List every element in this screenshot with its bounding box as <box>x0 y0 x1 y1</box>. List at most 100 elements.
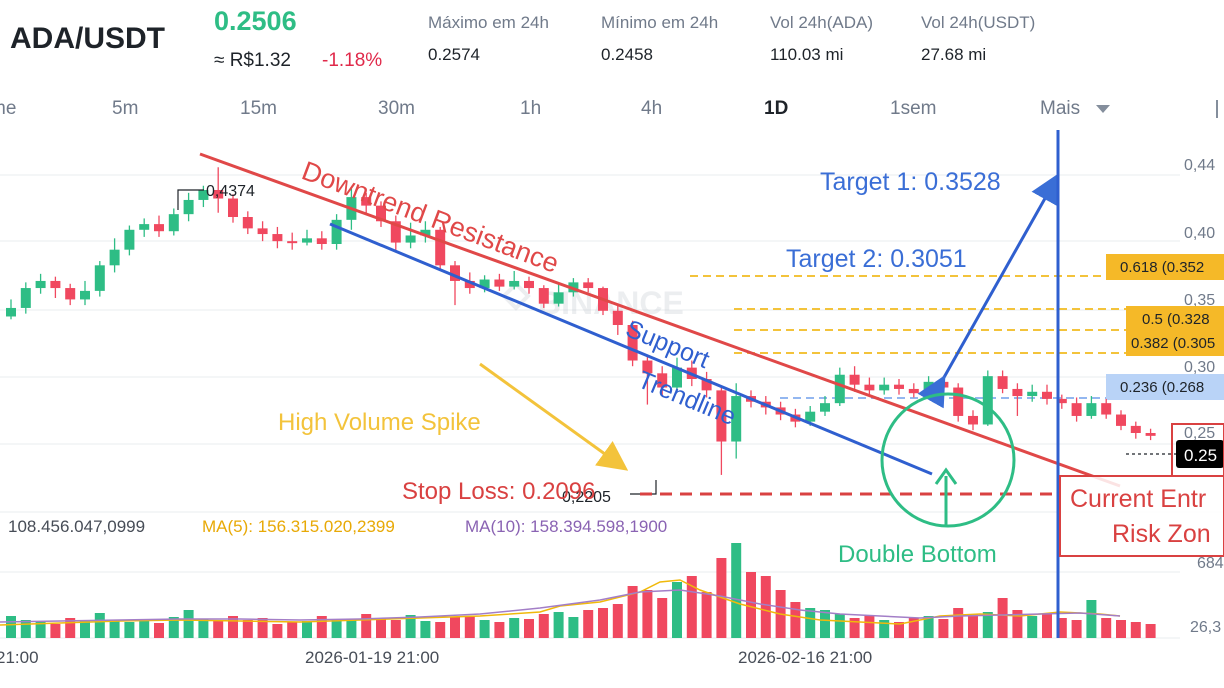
volume-bar[interactable] <box>598 608 608 638</box>
volume-bar[interactable] <box>701 592 712 638</box>
candle[interactable] <box>183 199 194 215</box>
candle[interactable] <box>272 234 283 242</box>
volume-bar[interactable] <box>997 598 1008 638</box>
volume-bar[interactable] <box>65 618 76 638</box>
chevron-down-icon[interactable] <box>1096 105 1110 113</box>
candle[interactable] <box>894 384 904 389</box>
volume-bar[interactable] <box>982 612 993 638</box>
volume-bar[interactable] <box>583 610 594 638</box>
volume-bar[interactable] <box>953 608 964 638</box>
candle[interactable] <box>479 279 490 289</box>
candle[interactable] <box>879 384 890 391</box>
candle[interactable] <box>997 376 1008 389</box>
volume-bar[interactable] <box>257 618 268 638</box>
candle[interactable] <box>524 280 534 289</box>
candle[interactable] <box>80 290 90 300</box>
candle[interactable] <box>820 403 830 412</box>
tab-timeframe-5m[interactable]: 5m <box>112 98 139 119</box>
candle[interactable] <box>923 381 934 394</box>
volume-bar[interactable] <box>450 617 460 638</box>
candle[interactable] <box>553 292 564 304</box>
volume-bar[interactable] <box>183 610 194 638</box>
candle[interactable] <box>1071 403 1082 416</box>
candle[interactable] <box>6 307 16 317</box>
volume-bar[interactable] <box>879 620 890 638</box>
candle[interactable] <box>1056 398 1067 404</box>
volume-bar[interactable] <box>464 616 475 638</box>
tab-timeframe-15m[interactable]: 15m <box>240 98 277 119</box>
volume-bar[interactable] <box>672 582 682 638</box>
tab-timeframe-1d[interactable]: 1D <box>764 98 789 119</box>
tab-timeframe-4h[interactable]: 4h <box>641 98 663 119</box>
candle[interactable] <box>65 288 76 300</box>
candle[interactable] <box>302 238 312 243</box>
volume-bar[interactable] <box>805 608 816 638</box>
candle[interactable] <box>1086 403 1097 416</box>
volume-bar[interactable] <box>627 586 638 638</box>
volume-bar[interactable] <box>642 590 653 638</box>
volume-bar[interactable] <box>834 614 845 638</box>
candle[interactable] <box>1042 391 1052 399</box>
tab-timeframe-1sem[interactable]: 1sem <box>890 98 937 119</box>
volume-bar[interactable] <box>242 620 253 638</box>
candle[interactable] <box>672 367 682 388</box>
candle[interactable] <box>420 229 431 236</box>
candle[interactable] <box>627 325 638 361</box>
volume-bar[interactable] <box>938 619 949 638</box>
volume-bar[interactable] <box>50 624 61 638</box>
volume-bar[interactable] <box>568 617 579 638</box>
volume-bar[interactable] <box>1130 622 1141 638</box>
volume-bar[interactable] <box>213 621 224 638</box>
volume-bar[interactable] <box>686 576 697 638</box>
candle[interactable] <box>1101 403 1112 415</box>
volume-bar[interactable] <box>479 620 490 638</box>
volume-bar[interactable] <box>346 619 357 638</box>
volume-bar[interactable] <box>154 623 164 638</box>
volume-bar[interactable] <box>361 614 372 638</box>
volume-bar[interactable] <box>612 604 623 638</box>
volume-bar[interactable] <box>1101 618 1112 638</box>
candle[interactable] <box>405 235 416 243</box>
candle[interactable] <box>731 396 742 442</box>
volume-bar[interactable] <box>405 615 416 638</box>
volume-bar[interactable] <box>435 622 446 638</box>
candle[interactable] <box>376 205 386 222</box>
candle[interactable] <box>953 387 964 416</box>
volume-bar[interactable] <box>168 617 179 638</box>
candle[interactable] <box>242 217 253 229</box>
volume-bar[interactable] <box>923 616 934 638</box>
volume-bar[interactable] <box>6 616 16 638</box>
volume-bar[interactable] <box>124 622 135 638</box>
volume-bar[interactable] <box>538 614 549 638</box>
candle[interactable] <box>1145 433 1156 436</box>
settings-icon[interactable] <box>1214 98 1224 120</box>
candle[interactable] <box>287 241 298 244</box>
candle[interactable] <box>1027 391 1038 397</box>
candle[interactable] <box>168 214 179 232</box>
candle[interactable] <box>908 388 919 394</box>
volume-bar[interactable] <box>1071 620 1082 638</box>
volume-bar[interactable] <box>509 618 520 638</box>
volume-bar[interactable] <box>287 622 298 638</box>
candle[interactable] <box>864 384 875 391</box>
volume-bar[interactable] <box>94 613 105 638</box>
candle[interactable] <box>1130 425 1141 433</box>
volume-bar[interactable] <box>331 620 342 638</box>
volume-bar[interactable] <box>731 543 742 638</box>
volume-bar[interactable] <box>139 619 150 638</box>
candle[interactable] <box>538 288 549 304</box>
candle[interactable] <box>198 190 209 200</box>
candle[interactable] <box>701 379 712 391</box>
candle[interactable] <box>435 229 446 266</box>
candle[interactable] <box>257 228 268 235</box>
volume-bar[interactable] <box>494 622 505 638</box>
volume-bar[interactable] <box>657 598 668 638</box>
volume-bar[interactable] <box>864 616 875 638</box>
candle[interactable] <box>139 224 150 230</box>
trading-pair-title[interactable]: ADA/USDT <box>10 22 165 55</box>
volume-bar[interactable] <box>1086 600 1097 638</box>
volume-bar[interactable] <box>35 622 46 638</box>
volume-bar[interactable] <box>80 621 90 638</box>
volume-bar[interactable] <box>316 616 327 638</box>
